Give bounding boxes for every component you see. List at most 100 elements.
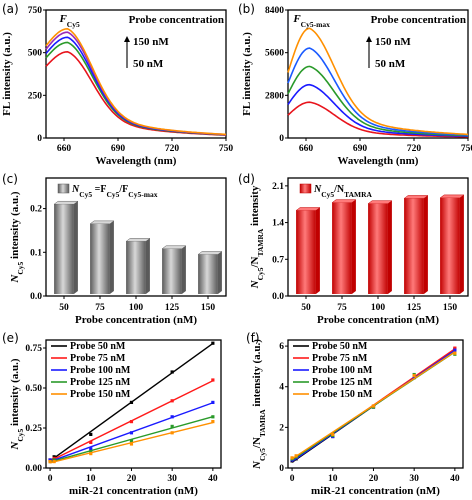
arrow-top-label: 150 nM [133, 36, 169, 48]
x-tick-label: 100 [371, 303, 386, 313]
y-tick-label: 500 [28, 49, 43, 59]
x-tick-label: 125 [165, 303, 180, 313]
bar-50 [296, 210, 316, 294]
y-tick-label: 0.50 [25, 384, 42, 394]
data-point-Probe-150-nM [211, 420, 215, 424]
y-tick-label: 750 [28, 6, 43, 16]
y-axis-label: FL intensity (a.u.) [241, 32, 253, 116]
bar-side-150 [217, 251, 222, 294]
data-point-Probe-150-nM [290, 456, 294, 460]
data-point-Probe-50-nM [211, 341, 215, 345]
y-tick-label: 5600 [265, 49, 284, 59]
x-tick-label: 30 [167, 474, 177, 484]
x-tick-label: 75 [337, 303, 347, 313]
bar-75 [90, 223, 110, 294]
y-tick-label: 0.75 [25, 344, 42, 354]
bar-top-125 [403, 195, 429, 199]
plot-frame [287, 9, 469, 139]
legend-label: NCy5 =FCy5/FCy5-max [71, 184, 158, 199]
legend-label: Probe 50 nM [312, 341, 368, 352]
legend-label: Probe 125 nM [70, 377, 131, 388]
legend-label: Probe 125 nM [312, 377, 373, 388]
y-axis-label: NCy5 intensity (a.u.) [9, 358, 25, 450]
bar-75 [332, 202, 352, 294]
data-point-Probe-100-nM [129, 431, 134, 435]
y-tick-label: 2.1 [272, 182, 284, 192]
bar-150 [440, 197, 460, 294]
legend-title: Probe concentration [371, 14, 466, 26]
bar-100 [126, 241, 146, 294]
data-point-Probe-125-nM [129, 439, 134, 443]
y-axis-label: NCy5/NTAMRA intensity [249, 185, 265, 289]
x-axis-label: miR-21 concentration (nM) [69, 485, 198, 497]
x-tick-label: 40 [208, 474, 218, 484]
series-line-125-nM [287, 47, 469, 136]
bar-side-100 [145, 238, 150, 294]
x-tick-label: 30 [409, 474, 419, 484]
x-tick-label: 20 [369, 474, 379, 484]
data-point-Probe-150-nM [331, 432, 335, 437]
bar-side-50 [315, 207, 320, 294]
x-tick-label: 660 [299, 144, 314, 154]
series-line-50-nM [287, 101, 468, 138]
data-point-Probe-100-nM [170, 415, 174, 419]
data-point-Probe-150-nM [453, 351, 457, 355]
y-tick-label: 0 [279, 134, 284, 144]
legend-label: NCy5/NTAMRA [313, 184, 373, 199]
bar-top-150 [439, 194, 465, 199]
x-tick-label: 720 [165, 144, 180, 154]
y-tick-label: 0.7 [272, 255, 284, 265]
x-tick-label: 50 [301, 303, 311, 313]
series-line-100-nM [287, 65, 468, 137]
x-tick-label: 10 [328, 474, 338, 484]
legend-label: Probe 150 nM [70, 389, 131, 400]
bar-side-150 [459, 194, 464, 294]
y-tick-label: 2800 [265, 91, 284, 101]
x-axis-label: Probe concentration (nM) [75, 314, 197, 326]
increase-arrowhead [124, 36, 130, 42]
panel-letter-f: (f) [246, 331, 260, 345]
bar-top-75 [331, 199, 357, 203]
data-point-Probe-150-nM [89, 452, 93, 456]
y-tick-label: 0.2 [30, 205, 42, 215]
series-line-75-nM [45, 41, 227, 136]
x-axis-label: miR-21 concentration (nM) [311, 485, 440, 497]
y-tick-label: 6 [279, 342, 284, 352]
data-point-Probe-75-nM [453, 346, 457, 350]
chart-panel-d: 50 75 100 125 150 0.0 0.7 1.4 2.1 Probe concentra… [249, 177, 469, 326]
bar-side-75 [109, 220, 114, 294]
plot-frame [45, 339, 222, 469]
data-point-Probe-50-nM [89, 432, 93, 436]
x-tick-label: 100 [129, 303, 144, 313]
plot-frame [287, 339, 464, 469]
x-axis-label: Probe concentration (nM) [317, 314, 439, 326]
bar-top-75 [89, 220, 115, 225]
data-point-Probe-50-nM [170, 370, 174, 374]
bar-50 [54, 204, 74, 294]
bar-100 [368, 203, 388, 294]
y-axis-label: FL intensity (a.u.) [1, 32, 13, 116]
bar-125 [404, 198, 424, 294]
series-line-75-nM [287, 83, 468, 137]
bar-top-50 [295, 207, 321, 211]
bar-top-50 [53, 200, 79, 205]
bar-top-100 [367, 200, 393, 204]
data-point-Probe-125-nM [170, 424, 174, 428]
x-tick-label: 125 [407, 303, 422, 313]
plot-frame [45, 9, 227, 139]
legend-swatch [57, 183, 70, 194]
chart-panel-a: 660 690 720 750 0 250 500 750 Wavelength (nm) FL … [1, 6, 233, 167]
y-tick-label: 1.4 [272, 219, 284, 229]
data-point-Probe-100-nM [453, 348, 457, 352]
arrow-bottom-label: 50 nM [375, 58, 406, 70]
legend-title: Probe concentration [129, 14, 224, 26]
data-point-Probe-150-nM [52, 460, 56, 464]
data-point-Probe-150-nM [412, 373, 416, 378]
data-point-Probe-150-nM [170, 431, 174, 435]
y-tick-label: 0 [37, 134, 42, 144]
y-tick-label: 2 [279, 423, 284, 433]
x-tick-label: 750 [461, 144, 472, 154]
data-point-Probe-75-nM [170, 399, 174, 403]
chart-panel-f: 0 10 20 30 40 0 2 4 6 miR-21 concentration (nM) NC… [251, 339, 464, 497]
data-point-Probe-150-nM [129, 442, 134, 446]
